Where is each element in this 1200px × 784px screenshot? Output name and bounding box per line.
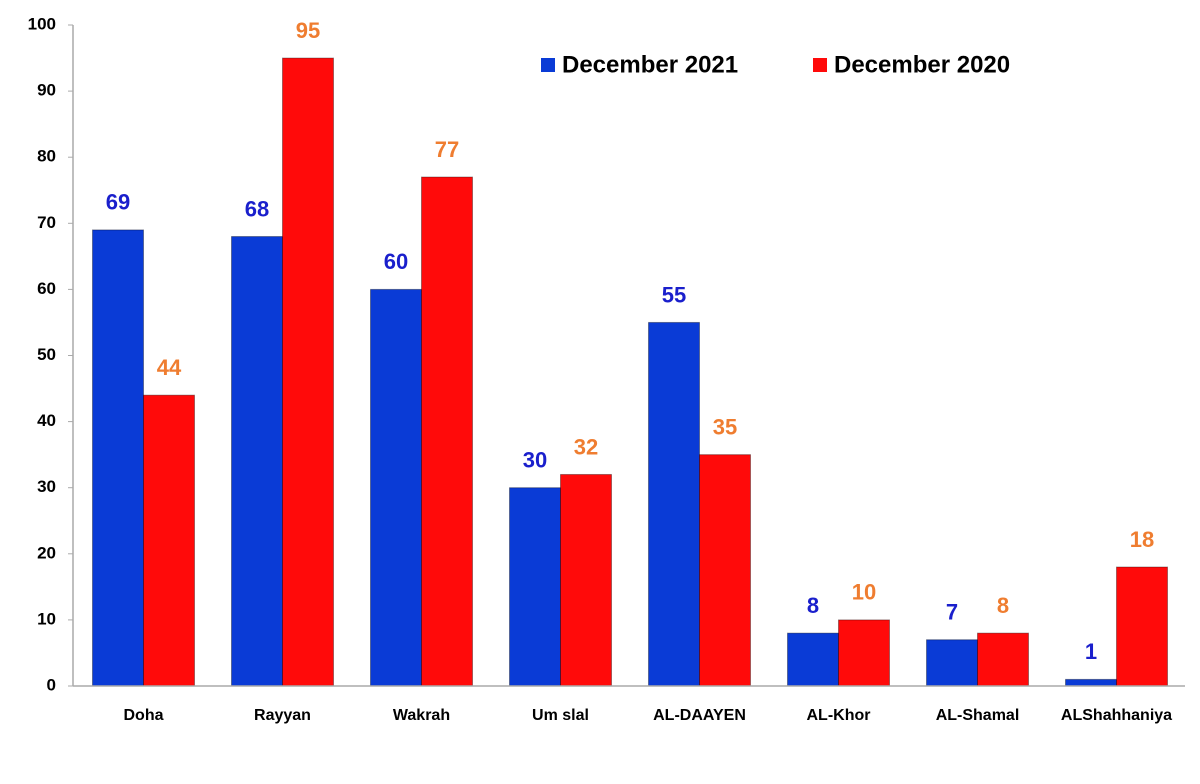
y-tick-label: 30 bbox=[37, 477, 56, 496]
y-tick-label: 90 bbox=[37, 81, 56, 100]
y-tick-label: 20 bbox=[37, 543, 56, 562]
value-label: 95 bbox=[296, 18, 320, 43]
x-tick-label: Um slal bbox=[532, 707, 589, 724]
x-tick-label: AL-Khor bbox=[807, 707, 871, 724]
value-label: 10 bbox=[852, 580, 876, 605]
bar bbox=[926, 639, 978, 687]
bar bbox=[92, 229, 144, 687]
y-tick-label: 100 bbox=[28, 14, 56, 33]
x-tick-label: AL-Shamal bbox=[936, 707, 1020, 724]
value-label: 7 bbox=[946, 600, 958, 625]
value-label: 68 bbox=[245, 196, 269, 221]
bar bbox=[282, 57, 334, 687]
bar bbox=[1065, 678, 1117, 687]
bar bbox=[370, 288, 422, 687]
value-label: 55 bbox=[662, 282, 686, 307]
y-tick-label: 70 bbox=[37, 213, 56, 232]
bar bbox=[1116, 566, 1168, 687]
value-label: 30 bbox=[523, 448, 547, 473]
legend-swatch bbox=[813, 58, 827, 72]
y-tick-label: 60 bbox=[37, 279, 56, 298]
y-tick-label: 50 bbox=[37, 345, 56, 364]
x-tick-label: AL-DAAYEN bbox=[653, 707, 746, 724]
value-label: 35 bbox=[713, 414, 737, 439]
value-label: 18 bbox=[1130, 527, 1154, 552]
bar bbox=[421, 176, 473, 687]
value-label: 1 bbox=[1085, 639, 1097, 664]
x-tick-label: Rayyan bbox=[254, 707, 311, 724]
bar bbox=[787, 632, 839, 687]
bar bbox=[231, 236, 283, 687]
x-tick-label: ALShahhaniya bbox=[1061, 707, 1172, 724]
bar bbox=[560, 473, 612, 687]
bar bbox=[648, 321, 700, 687]
value-label: 77 bbox=[435, 137, 459, 162]
legend-label: December 2020 bbox=[834, 51, 1010, 78]
value-label: 69 bbox=[106, 190, 130, 215]
bar bbox=[977, 632, 1029, 687]
legend-swatch bbox=[541, 58, 555, 72]
bar bbox=[838, 619, 890, 687]
value-label: 8 bbox=[997, 593, 1009, 618]
value-label: 60 bbox=[384, 249, 408, 274]
value-label: 8 bbox=[807, 593, 819, 618]
value-label: 44 bbox=[157, 355, 182, 380]
bar bbox=[509, 487, 561, 687]
bar bbox=[699, 454, 751, 687]
x-tick-label: Wakrah bbox=[393, 707, 450, 724]
y-tick-label: 80 bbox=[37, 147, 56, 166]
value-label: 32 bbox=[574, 434, 598, 459]
bar bbox=[143, 394, 195, 687]
y-tick-label: 10 bbox=[37, 609, 56, 628]
y-tick-label: 0 bbox=[47, 675, 56, 694]
y-tick-label: 40 bbox=[37, 411, 56, 430]
legend-label: December 2021 bbox=[562, 51, 738, 78]
x-tick-label: Doha bbox=[124, 707, 164, 724]
